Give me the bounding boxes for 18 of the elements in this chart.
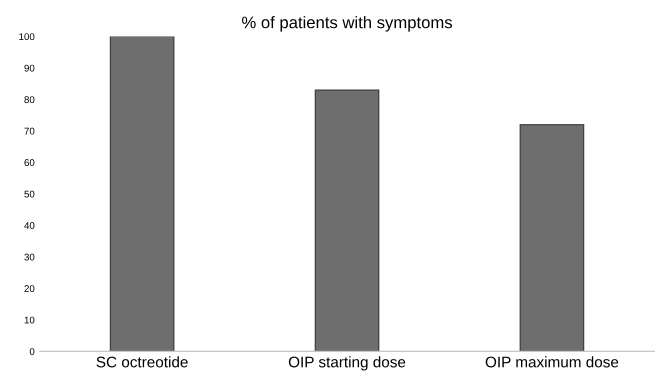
bar (520, 124, 584, 352)
y-tick-label: 50 (24, 190, 34, 198)
x-tick-label: OIP maximum dose (486, 356, 618, 368)
y-tick-label: 20 (24, 285, 34, 292)
chart-title: % of patients with symptoms (242, 16, 452, 32)
y-tick-label: 10 (24, 316, 34, 324)
y-tick-label: 100 (19, 33, 34, 40)
y-tick-label: 90 (24, 64, 34, 72)
y-tick-label: 40 (24, 222, 34, 230)
y-tick-label: 80 (24, 96, 34, 104)
y-tick-label: 70 (24, 128, 34, 135)
x-tick-label: OIP starting dose (288, 356, 406, 370)
y-tick-label: 30 (24, 254, 34, 261)
y-tick-label: 0 (30, 348, 34, 355)
y-tick-label: 60 (24, 159, 34, 166)
bar (110, 36, 174, 352)
x-tick-label: SC octreotide (96, 356, 188, 368)
bar (314, 89, 380, 352)
